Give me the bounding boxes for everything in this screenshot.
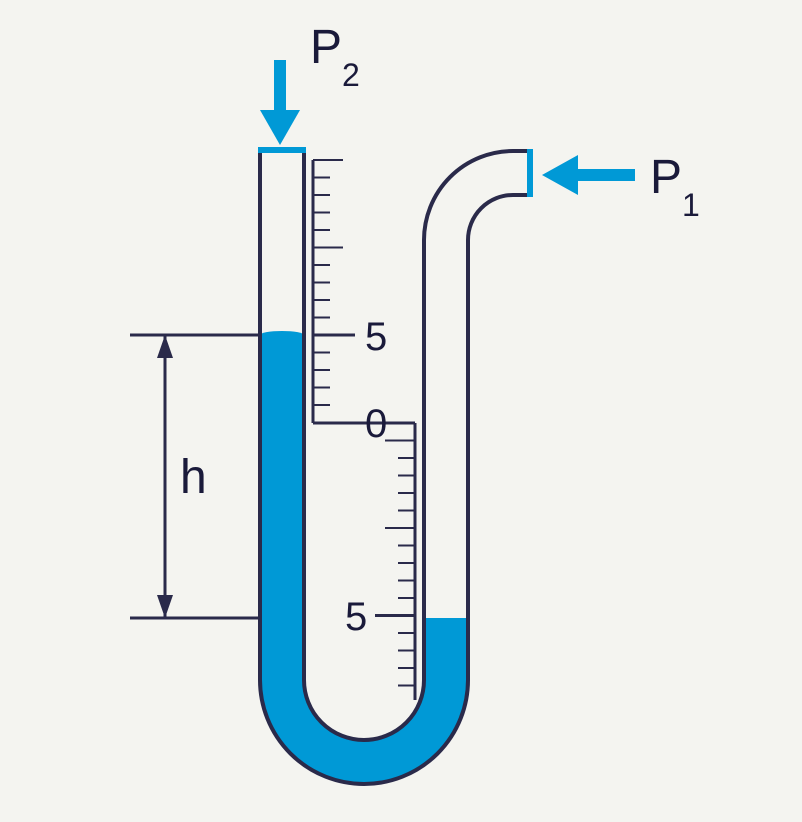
- scale-ticks-lower: [375, 441, 415, 686]
- p2-letter: P: [310, 21, 342, 74]
- p1-arrow-icon: [542, 155, 635, 195]
- scale-label-0: 0: [365, 402, 387, 446]
- h-letter: h: [180, 451, 207, 504]
- p1-sub: 1: [682, 187, 700, 223]
- p1-label: P1: [650, 150, 700, 212]
- p2-label: P2: [310, 20, 360, 82]
- p1-letter: P: [650, 151, 682, 204]
- tube-left-inner: [304, 150, 530, 740]
- liquid-fill: [260, 335, 468, 784]
- manometer-diagram: 5 0 5: [0, 0, 802, 822]
- scale-label-5-top: 5: [365, 315, 387, 359]
- p2-arrow-icon: [260, 60, 300, 145]
- p2-sub: 2: [342, 57, 360, 93]
- scale-ticks-upper: [313, 160, 355, 405]
- scale-label-5-bot: 5: [345, 595, 367, 639]
- h-label: h: [180, 450, 207, 505]
- left-meniscus: [260, 331, 304, 339]
